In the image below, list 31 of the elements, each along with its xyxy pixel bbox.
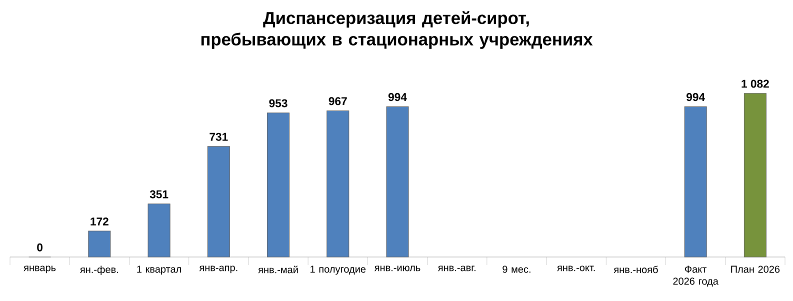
x-tick-label: 1 квартал: [137, 266, 181, 275]
x-tick-label: янв.-май: [258, 266, 298, 274]
x-tick-label: План 2026: [731, 266, 780, 273]
data-label: 731: [210, 132, 228, 141]
bar: [88, 230, 111, 258]
data-label: 994: [686, 93, 705, 102]
data-label: 1 082: [742, 80, 769, 88]
bar: [148, 204, 170, 258]
data-label: 0: [37, 243, 42, 252]
bar: [744, 93, 766, 258]
x-tick-label: 1 полугодие: [310, 266, 366, 275]
data-label: 172: [90, 217, 108, 226]
bar: [326, 110, 350, 258]
bar: [207, 146, 230, 258]
data-label: 994: [388, 93, 407, 102]
x-tick-label: янв-апр.: [199, 266, 238, 274]
x-tick-label: ян.-фев.: [80, 266, 118, 276]
x-tick-label: 9 мес.: [502, 266, 530, 273]
x-tick-label: янв.-июль: [374, 266, 420, 272]
bar: [684, 106, 707, 258]
bar: [386, 106, 409, 258]
data-label: 967: [328, 97, 347, 106]
x-tick-label: январь: [24, 266, 56, 274]
x-tick-label: янв.-окт.: [557, 266, 595, 272]
bar: [267, 112, 290, 258]
data-label: 351: [150, 190, 168, 198]
x-tick-label: янв.-нояб: [614, 266, 658, 274]
data-label: 953: [269, 99, 288, 108]
chart-title: Диспансеризация детей-сирот, пребывающих в стационарных учреждениях: [201, 11, 593, 49]
x-tick-label: Факт 2026 года: [673, 266, 718, 287]
x-tick-label: янв.-авг.: [438, 266, 476, 272]
